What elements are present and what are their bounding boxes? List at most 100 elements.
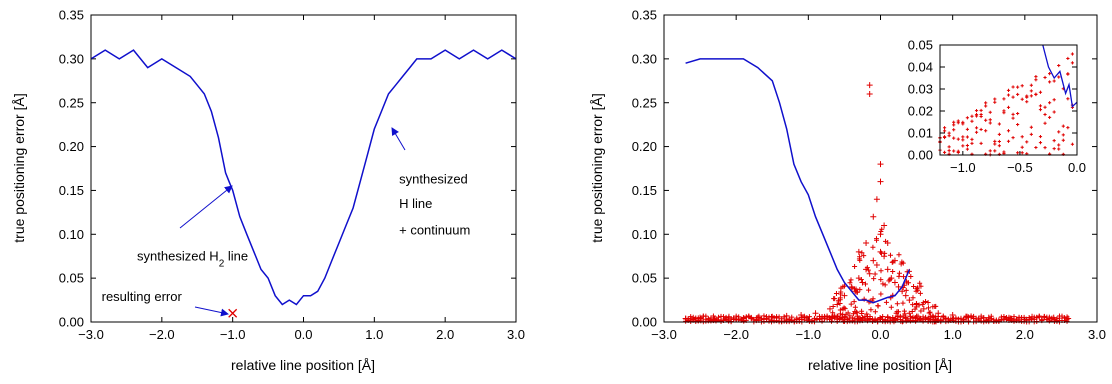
left-plot-frame — [90, 14, 517, 323]
right-data-point — [866, 287, 872, 293]
inset-data-point — [1057, 147, 1061, 151]
right-data-point — [877, 231, 884, 238]
inset-y-tick-label: 0.01 — [908, 126, 933, 141]
inset-data-point — [970, 137, 974, 141]
right-data-point — [964, 313, 971, 320]
right-data-point — [848, 283, 855, 290]
right-data-point — [880, 281, 886, 287]
right-data-point — [838, 285, 844, 291]
right-data-point — [878, 277, 884, 283]
right-data-point — [878, 291, 884, 297]
right-data-point — [890, 268, 896, 274]
right-data-point — [870, 296, 876, 302]
right-data-point — [859, 308, 865, 314]
right-data-point — [1011, 318, 1017, 324]
inset-x-tick-label: 0.0 — [1068, 160, 1086, 175]
inset-data-point — [997, 139, 1001, 144]
left-annotation: resulting error — [102, 289, 183, 304]
inset-data-point — [1052, 147, 1056, 151]
inset-data-point — [952, 123, 956, 127]
right-data-point — [925, 299, 931, 305]
right-data-point — [930, 313, 936, 319]
inset-data-point — [952, 149, 956, 153]
inset-data-point — [1061, 138, 1065, 142]
right-data-point — [840, 312, 846, 318]
inset-data-point — [1016, 122, 1020, 127]
right-data-point — [911, 283, 917, 289]
inset-data-point — [942, 126, 947, 130]
inset-data-point — [1057, 143, 1061, 147]
right-data-point — [845, 310, 851, 316]
right-data-point — [900, 260, 906, 266]
inset-y-tick-label: 0.00 — [908, 148, 933, 163]
right-data-point — [883, 299, 889, 305]
right-data-point — [761, 313, 767, 319]
inset-data-point — [1020, 151, 1024, 155]
right-data-point — [913, 301, 920, 308]
inset-data-point — [979, 108, 983, 113]
inset-data-point — [1052, 139, 1056, 143]
inset-data-point — [1016, 111, 1020, 116]
right-data-point — [981, 315, 987, 321]
inset-data-point — [1070, 61, 1075, 65]
right-data-point — [848, 277, 854, 283]
left-error-curve — [90, 49, 517, 306]
right-data-point — [809, 318, 815, 324]
right-data-point — [906, 297, 913, 304]
right-data-point — [940, 314, 946, 320]
annotation-suffix: line — [224, 249, 248, 264]
right-data-point — [923, 299, 929, 305]
right-data-point — [761, 318, 767, 324]
inset-y-tick-label: 0.04 — [908, 60, 933, 75]
right-data-point — [868, 307, 874, 313]
inset-data-point — [965, 127, 969, 131]
inset-data-point — [1038, 141, 1043, 145]
inset-data-point — [974, 108, 979, 113]
right-data-point — [841, 283, 847, 289]
right-data-point — [901, 274, 907, 280]
right-data-point — [837, 307, 843, 313]
arrow-h-line — [391, 127, 406, 151]
right-data-point — [711, 316, 718, 323]
right-data-point — [935, 310, 942, 317]
right-data-point — [852, 264, 858, 270]
inset-x-tick-label: −1.0 — [950, 160, 976, 175]
right-data-point — [857, 287, 863, 293]
left-y-tick-label: 0.10 — [59, 227, 84, 242]
right-data-point — [855, 275, 862, 282]
inset-data-point — [1057, 130, 1061, 134]
right-y-tick-label: 0.20 — [632, 139, 657, 154]
inset-data-point — [1066, 97, 1070, 101]
right-data-point — [953, 318, 959, 324]
inset-data-point — [1038, 104, 1043, 108]
right-x-tick-label: 3.0 — [1088, 327, 1106, 342]
inset-data-point — [974, 130, 979, 134]
right-data-point — [902, 311, 908, 317]
right-data-point — [781, 314, 787, 320]
inset-data-point — [1066, 72, 1070, 76]
inset-data-point — [1034, 75, 1038, 79]
inset-data-point — [1066, 56, 1070, 61]
right-data-point — [930, 304, 936, 310]
right-data-point — [913, 318, 919, 324]
inset-data-point — [1020, 135, 1024, 139]
inset-data-point — [1038, 90, 1043, 94]
right-data-point — [865, 267, 871, 273]
inset-data-point — [1070, 142, 1075, 146]
inset-data-point — [961, 144, 965, 148]
right-data-point — [917, 280, 923, 286]
right-data-point — [920, 305, 927, 312]
right-data-point — [914, 313, 920, 319]
left-x-tick-label: −2.0 — [149, 327, 175, 342]
right-data-point — [906, 310, 912, 316]
right-data-point — [824, 314, 830, 320]
inset-data-point — [1052, 110, 1056, 114]
right-data-point — [878, 268, 884, 274]
inset-data-point — [1057, 63, 1061, 68]
right-data-point — [888, 304, 894, 310]
right-data-point — [955, 316, 961, 322]
inset-data-point — [979, 114, 983, 119]
right-data-point — [1065, 315, 1072, 322]
inset-data-point — [1029, 132, 1033, 136]
right-x-tick-label: −2.0 — [723, 327, 749, 342]
